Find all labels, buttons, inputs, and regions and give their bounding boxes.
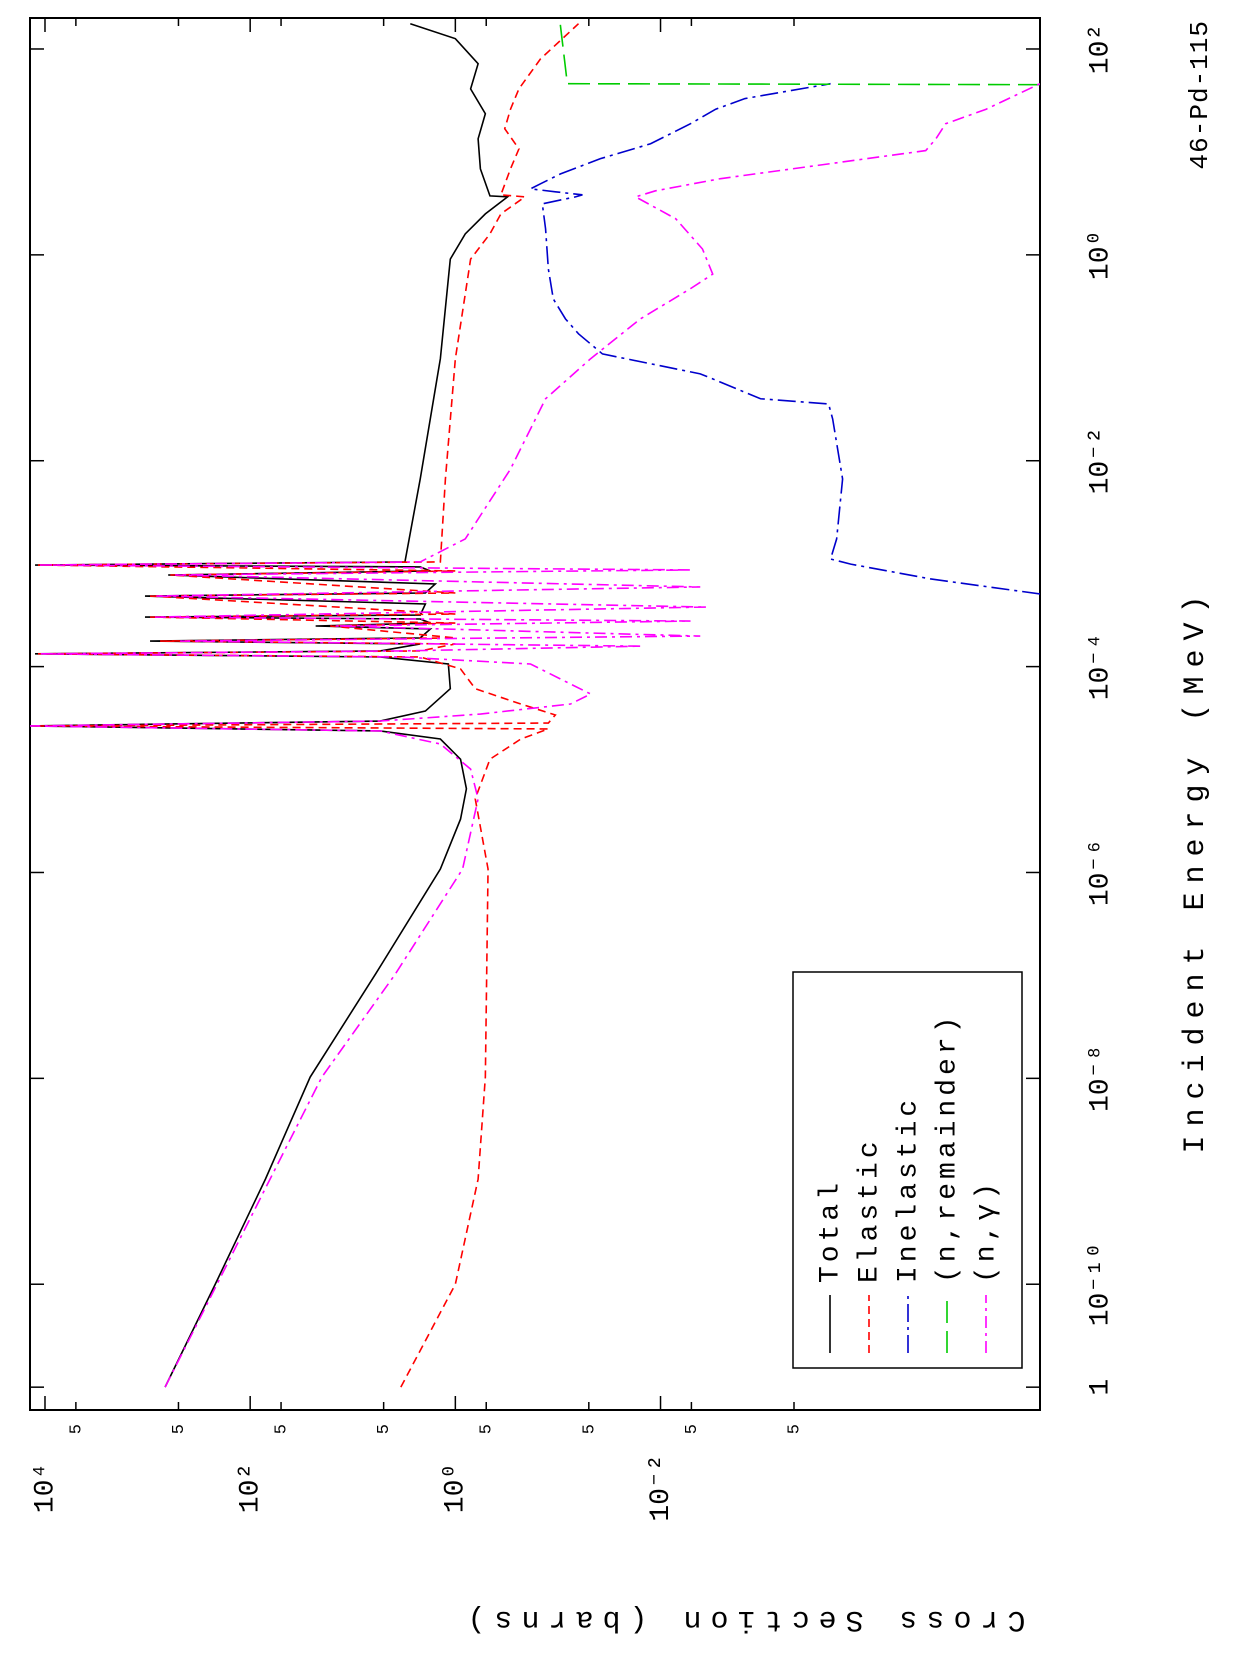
x-tick-label: 10⁻⁸	[1085, 1045, 1116, 1112]
legend-label: Total	[815, 1179, 846, 1283]
legend-box	[792, 971, 1023, 1369]
x-tick-label: 10²	[1085, 24, 1116, 74]
x-tick-label: 1	[1085, 1379, 1116, 1396]
legend-label: (n,γ)	[971, 1179, 1002, 1283]
x-tick-label: 10⁻²	[1085, 427, 1116, 494]
y-tick-label: 5	[580, 1424, 599, 1434]
chart-title: 46-Pd-115	[1185, 20, 1215, 169]
y-axis-title: Cross Section (barns)	[458, 1602, 1025, 1636]
y-tick-label: 5	[683, 1424, 702, 1434]
y-tick-label: 10⁴	[30, 1463, 61, 1513]
legend-label: (n,remainder)	[932, 1013, 963, 1283]
y-tick-label: 5	[67, 1424, 86, 1434]
y-tick-label: 5	[478, 1424, 497, 1434]
rotated-chart: Incident Energy (MeV) Cross Section (bar…	[29, 17, 1215, 1636]
series-line	[30, 22, 510, 1388]
y-tick-label: 5	[785, 1424, 804, 1434]
plot-frame	[29, 17, 1041, 1411]
series-line	[30, 82, 1040, 1388]
y-tick-label: 5	[170, 1424, 189, 1434]
x-axis-title: Incident Energy (MeV)	[1179, 586, 1213, 1153]
plot-area	[30, 22, 1040, 1388]
y-tick-label: 5	[375, 1424, 394, 1434]
legend-label: Elastic	[854, 1137, 885, 1283]
series-line	[31, 23, 580, 1388]
y-tick-label: 5	[273, 1424, 292, 1434]
series-line	[559, 23, 1040, 86]
x-tick-label: 10⁻⁶	[1085, 839, 1116, 906]
legend-label: Inelastic	[893, 1096, 924, 1283]
y-tick-label: 10²	[236, 1463, 267, 1513]
y-tick-label: 10⁻²	[646, 1454, 677, 1521]
x-tick-label: 10⁻⁴	[1085, 633, 1116, 700]
x-tick-label: 10⁰	[1085, 230, 1116, 280]
x-tick-label: 10⁻¹⁰	[1085, 1242, 1116, 1326]
series-line	[527, 82, 1040, 595]
y-tick-label: 10⁰	[441, 1463, 472, 1513]
